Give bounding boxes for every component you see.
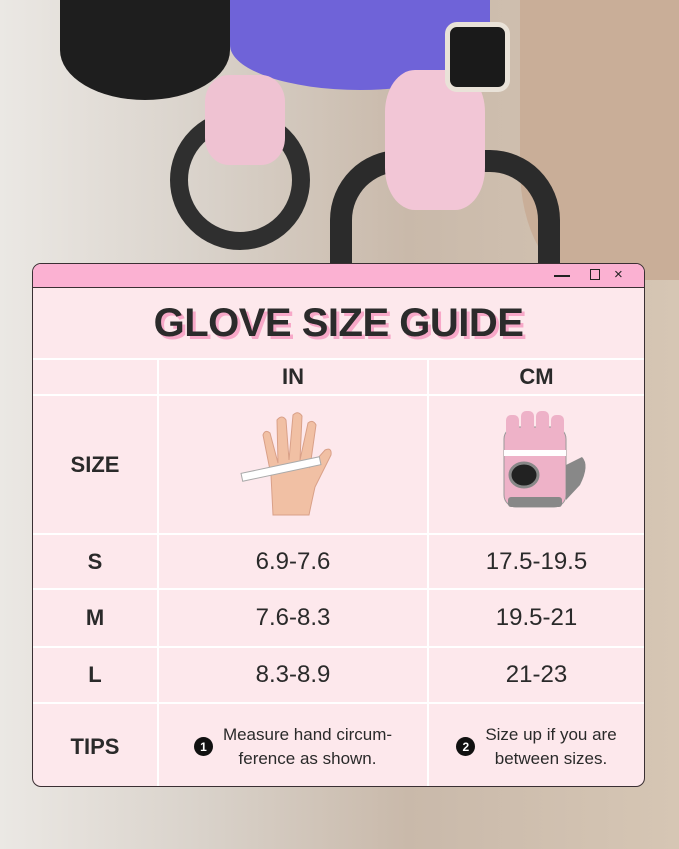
size-label: SIZE [33,394,159,535]
tip-1: 1 Measure hand circum-ference as shown. [157,702,429,786]
close-icon: × [614,266,623,283]
number-1-icon: 1 [193,737,213,756]
tip-text: ference as shown. [238,748,377,768]
size-image-row: SIZE [33,394,644,535]
maximize-icon [590,269,600,280]
table-row: M 7.6-8.3 19.5-21 [33,588,644,648]
glove-icon [503,410,586,507]
size-l: L [33,646,159,704]
tips-label: TIPS [33,702,159,786]
size-table: IN CM SIZE [33,358,644,786]
size-l-cm: 21-23 [427,646,644,704]
title-bar: × [33,264,644,288]
tip-text: Size up if you are [485,724,617,744]
column-header-cm: CM [427,358,644,396]
tip-2: 2 Size up if you are between sizes. [427,702,644,786]
minimize-icon [554,275,570,277]
smartwatch [445,22,510,92]
size-s: S [33,533,159,590]
tips-row: TIPS 1 Measure hand circum-ference as sh… [33,702,644,786]
hand-icon [240,411,332,515]
size-guide-window: × GLOVE SIZE GUIDE IN CM SIZE [32,263,645,787]
size-l-in: 8.3-8.9 [157,646,429,704]
column-header-in: IN [157,358,429,396]
size-s-cm: 17.5-19.5 [427,533,644,590]
person-hair [60,0,230,100]
pink-glove [205,75,285,165]
tip-text: Measure hand circum- [222,724,393,744]
table-header-row: IN CM [33,358,644,396]
table-row: L 8.3-8.9 21-23 [33,646,644,704]
hand-measure-image [157,394,429,535]
size-s-in: 6.9-7.6 [157,533,429,590]
size-m-in: 7.6-8.3 [157,588,429,648]
tip-text: between sizes. [494,748,608,768]
pink-glove [385,70,485,210]
empty-header-cell [33,358,159,396]
glove-image [427,394,644,535]
page-title: GLOVE SIZE GUIDE [153,300,524,345]
number-2-icon: 2 [456,737,476,756]
table-row: S 6.9-7.6 17.5-19.5 [33,533,644,590]
size-m-cm: 19.5-21 [427,588,644,648]
size-m: M [33,588,159,648]
